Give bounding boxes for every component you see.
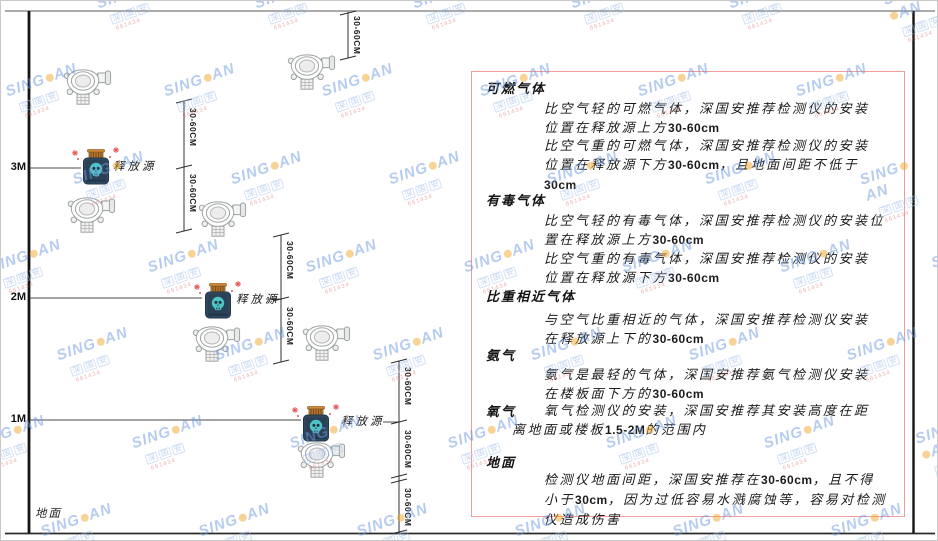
gas-detector-icon xyxy=(192,326,241,362)
emission-sparkles xyxy=(193,280,242,294)
emission-sparkles xyxy=(71,146,120,160)
gas-detector-icon xyxy=(198,201,247,237)
emission-sparkles xyxy=(291,403,340,417)
paragraph-toxic-heavier: 比空气重的有毒气体，深国安推荐检测仪的安装位置在释放源下方30-60cm xyxy=(544,251,870,285)
section-heading-ground: 地面 xyxy=(486,455,517,470)
paragraph-oxygen: 氧气检测仪的安装，深国安推荐其安装高度在距离地面或楼板1.5-2M的范围内 xyxy=(512,403,870,437)
paragraph-flammable-heavier: 比空气重的可燃气体，深国安推荐检测仪的安装位置在释放源下方30-60cm，且地面… xyxy=(544,138,870,192)
dimension-ticks xyxy=(175,10,408,535)
gas-detector-icon xyxy=(302,325,351,361)
paragraph-flammable-lighter: 比空气轻的可燃气体，深国安推荐检测仪的安装位置在释放源上方30-60cm xyxy=(544,101,870,135)
paragraph-similar-density: 与空气比重相近的气体，深国安推荐检测仪安装在释放源上下的30-60cm xyxy=(544,312,870,346)
section-heading-similar-density-gas: 比重相近气体 xyxy=(486,289,577,304)
recommendation-panel: 可燃气体 比空气轻的可燃气体，深国安推荐检测仪的安装位置在释放源上方30-60c… xyxy=(471,71,905,527)
gas-detector-icon xyxy=(287,54,336,90)
gas-detector-icon xyxy=(297,442,346,478)
gas-detector-icon xyxy=(63,69,112,105)
gas-detector-icon xyxy=(67,197,116,233)
section-heading-ammonia: 氨气 xyxy=(486,348,517,363)
release-source-icon xyxy=(83,149,109,185)
section-heading-toxic-gas: 有毒气体 xyxy=(486,193,547,208)
paragraph-toxic-lighter: 比空气轻的有毒气体，深国安推荐检测仪的安装位置在释放源上方30-60cm xyxy=(544,213,886,247)
section-heading-oxygen: 氧气 xyxy=(486,404,517,419)
release-source-icon xyxy=(205,283,231,319)
paragraph-ammonia: 氨气是最轻的气体，深国安推荐氨气检测仪安装在楼板面下方的30-60cm xyxy=(544,367,870,401)
section-heading-flammable-gas: 可燃气体 xyxy=(486,81,547,96)
release-source-icon xyxy=(303,406,329,442)
